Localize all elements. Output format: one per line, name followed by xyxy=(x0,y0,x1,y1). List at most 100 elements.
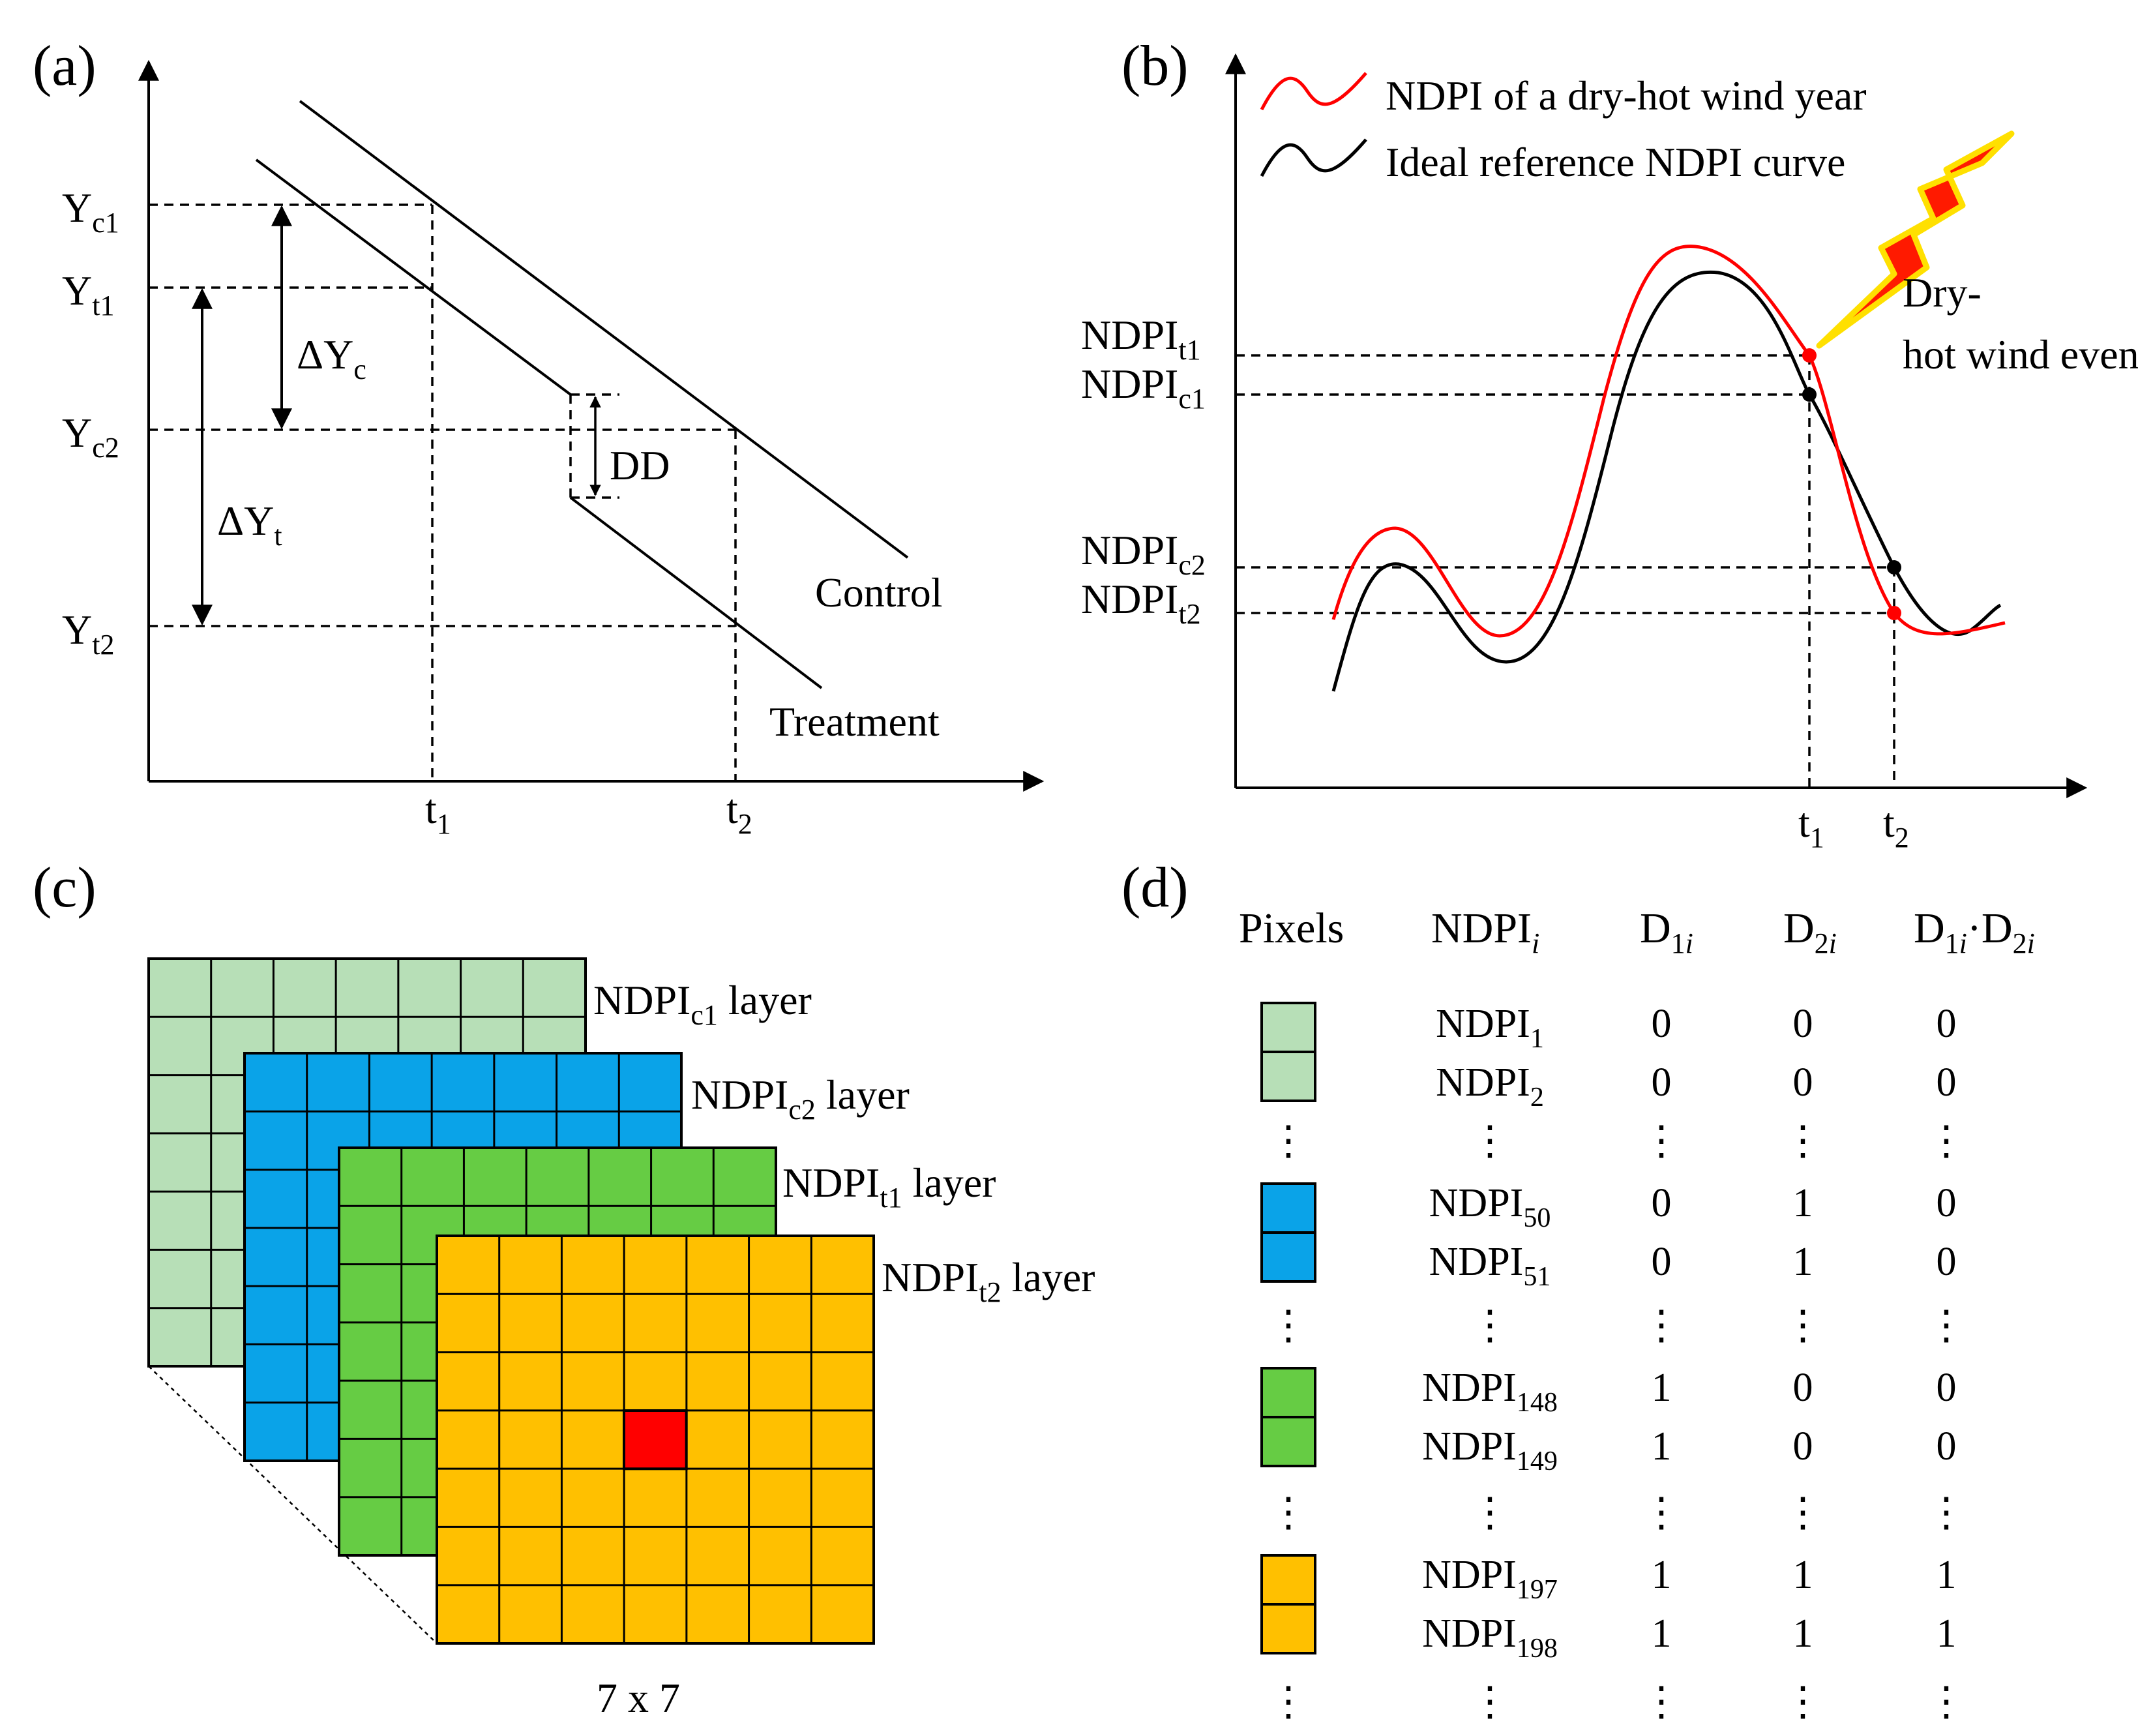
label-ndpi-t2: NDPIt2 xyxy=(1081,576,1201,630)
label-t2-a: t2 xyxy=(726,786,752,840)
layer-t1-label: NDPIt1 layer xyxy=(782,1160,996,1214)
panel-d-label: (d) xyxy=(1121,856,1189,920)
table-cell-d1: 0 xyxy=(1652,1181,1672,1225)
vertical-ellipsis: ⋮ xyxy=(1926,1304,1967,1348)
table-cell-ndpi: NDPI149 xyxy=(1422,1424,1558,1476)
panel-a: (a) Yc1 Yt1 Yc2 Yt2 t1 t2 xyxy=(33,35,1045,840)
panel-d: (d) Pixels NDPIi D1i D2i D1i·D2i NDPI1 0 0… xyxy=(1121,856,2035,1724)
treatment-line-lower xyxy=(569,496,823,689)
point-t2-red xyxy=(1887,606,1901,620)
table-cell-d1: 1 xyxy=(1652,1611,1672,1656)
table-cell-d2: 1 xyxy=(1793,1553,1813,1597)
legend-black-text: Ideal reference NDPI curve xyxy=(1386,139,1845,185)
table-cell-ndpi: NDPI2 xyxy=(1436,1060,1544,1113)
panel-b: (b) NDPI of a dry-hot wind year Ideal re… xyxy=(1081,35,2138,854)
table-cell-d2: 0 xyxy=(1793,1002,1813,1046)
label-control: Control xyxy=(815,569,943,616)
table-cell-prod: 0 xyxy=(1937,1366,1957,1410)
vertical-ellipsis: ⋮ xyxy=(1641,1304,1682,1348)
header-d2: D2i xyxy=(1783,905,1837,959)
vertical-ellipsis: ⋮ xyxy=(1783,1304,1823,1348)
table-cell-prod: 0 xyxy=(1937,1424,1957,1469)
table-rows: NDPI1 0 0 0 NDPI2 0 0 0 NDPI50 0 1 0 NDPI51 0 1 0 NDPI14… xyxy=(1422,1002,1956,1664)
table-cell-prod: 1 xyxy=(1937,1611,1957,1656)
panel-b-label: (b) xyxy=(1121,35,1189,98)
grid-size-label: 7 x 7 xyxy=(597,1675,680,1721)
table-cell-d1: 1 xyxy=(1652,1553,1672,1597)
table-cell-d1: 1 xyxy=(1652,1424,1672,1469)
table-cell-d2: 1 xyxy=(1793,1181,1813,1225)
label-t2-b: t2 xyxy=(1883,800,1909,854)
panel-c-label: (c) xyxy=(33,856,97,920)
layer-t2-label: NDPIt2 layer xyxy=(882,1254,1095,1308)
label-t1-a: t1 xyxy=(425,786,451,840)
table-cell-ndpi: NDPI198 xyxy=(1422,1611,1558,1664)
vertical-ellipsis: ⋮ xyxy=(1783,1119,1823,1163)
table-cell-d2: 0 xyxy=(1793,1060,1813,1105)
table-cell-ndpi: NDPI51 xyxy=(1429,1240,1551,1292)
table-cell-prod: 0 xyxy=(1937,1002,1957,1046)
panel-c: (c) NDPIc1 layer NDPIc2 layer NDPIt1 lay… xyxy=(33,856,1095,1721)
label-treatment: Treatment xyxy=(769,698,940,745)
vertical-ellipsis: ⋮ xyxy=(1641,1491,1682,1535)
legend-red-text: NDPI of a dry-hot wind year xyxy=(1386,72,1867,119)
legend-red-swatch xyxy=(1260,72,1367,111)
vertical-ellipsis: ⋮ xyxy=(1926,1680,1967,1724)
vertical-ellipsis: ⋮ xyxy=(1783,1491,1823,1535)
header-d1-d2: D1i·D2i xyxy=(1914,905,2035,959)
vertical-ellipsis: ⋮ xyxy=(1268,1119,1309,1163)
table-cell-ndpi: NDPI148 xyxy=(1422,1366,1558,1418)
vertical-ellipsis: ⋮ xyxy=(1268,1304,1309,1348)
vertical-ellipsis: ⋮ xyxy=(1641,1119,1682,1163)
table-cell-d2: 1 xyxy=(1793,1240,1813,1284)
point-t2-black xyxy=(1887,560,1901,575)
label-delta-yc: ΔYc xyxy=(297,331,366,385)
label-t1-b: t1 xyxy=(1798,800,1824,854)
header-pixels: Pixels xyxy=(1239,905,1344,952)
layer-c2-label: NDPIc2 layer xyxy=(691,1071,910,1126)
label-dd: DD xyxy=(610,442,670,488)
table-dots: ⋮ ⋮ ⋮ ⋮ ⋮ ⋮ ⋮ ⋮ ⋮ ⋮ ⋮ ⋮ ⋮ ⋮ ⋮ ⋮ ⋮ ⋮ ⋮ ⋮ xyxy=(1268,1119,1967,1724)
label-yc1: Yc1 xyxy=(62,185,119,239)
table-cell-prod: 0 xyxy=(1937,1060,1957,1105)
header-ndpi: NDPIi xyxy=(1431,905,1539,959)
table-cell-d1: 0 xyxy=(1652,1240,1672,1284)
table-cell-d2: 0 xyxy=(1793,1366,1813,1410)
label-ndpi-c1: NDPIc1 xyxy=(1081,361,1206,415)
label-ndpi-c2: NDPIc2 xyxy=(1081,527,1206,581)
table-cell-ndpi: NDPI50 xyxy=(1429,1181,1551,1233)
legend-black-swatch xyxy=(1260,138,1367,177)
vertical-ellipsis: ⋮ xyxy=(1926,1491,1967,1535)
control-line xyxy=(299,100,909,559)
vertical-ellipsis: ⋮ xyxy=(1470,1119,1510,1163)
table-cell-prod: 0 xyxy=(1937,1240,1957,1284)
table-cell-d2: 1 xyxy=(1793,1611,1813,1656)
vertical-ellipsis: ⋮ xyxy=(1470,1491,1510,1535)
vertical-ellipsis: ⋮ xyxy=(1926,1119,1967,1163)
highlight-pixel xyxy=(623,1409,688,1471)
label-yt2: Yt2 xyxy=(62,606,114,661)
header-d1: D1i xyxy=(1640,905,1693,959)
event-label-line2: hot wind event xyxy=(1903,331,2138,378)
table-cell-ndpi: NDPI1 xyxy=(1436,1002,1544,1054)
vertical-ellipsis: ⋮ xyxy=(1783,1680,1823,1724)
label-ndpi-t1: NDPIt1 xyxy=(1081,312,1201,366)
table-cell-d1: 0 xyxy=(1652,1060,1672,1105)
table-cell-d1: 0 xyxy=(1652,1002,1672,1046)
panel-a-label: (a) xyxy=(33,35,97,98)
vertical-ellipsis: ⋮ xyxy=(1470,1680,1510,1724)
label-yt1: Yt1 xyxy=(62,267,114,322)
vertical-ellipsis: ⋮ xyxy=(1268,1680,1309,1724)
vertical-ellipsis: ⋮ xyxy=(1268,1491,1309,1535)
table-cell-ndpi: NDPI197 xyxy=(1422,1553,1558,1605)
vertical-ellipsis: ⋮ xyxy=(1470,1304,1510,1348)
vertical-ellipsis: ⋮ xyxy=(1641,1680,1682,1724)
label-yc2: Yc2 xyxy=(62,410,119,464)
layer-stack xyxy=(147,957,875,1645)
label-delta-yt: ΔYt xyxy=(217,498,282,552)
table-cell-prod: 0 xyxy=(1937,1181,1957,1225)
reference-ndpi-curve xyxy=(1331,270,2002,692)
point-t1-red xyxy=(1802,348,1817,363)
table-cell-d2: 0 xyxy=(1793,1424,1813,1469)
